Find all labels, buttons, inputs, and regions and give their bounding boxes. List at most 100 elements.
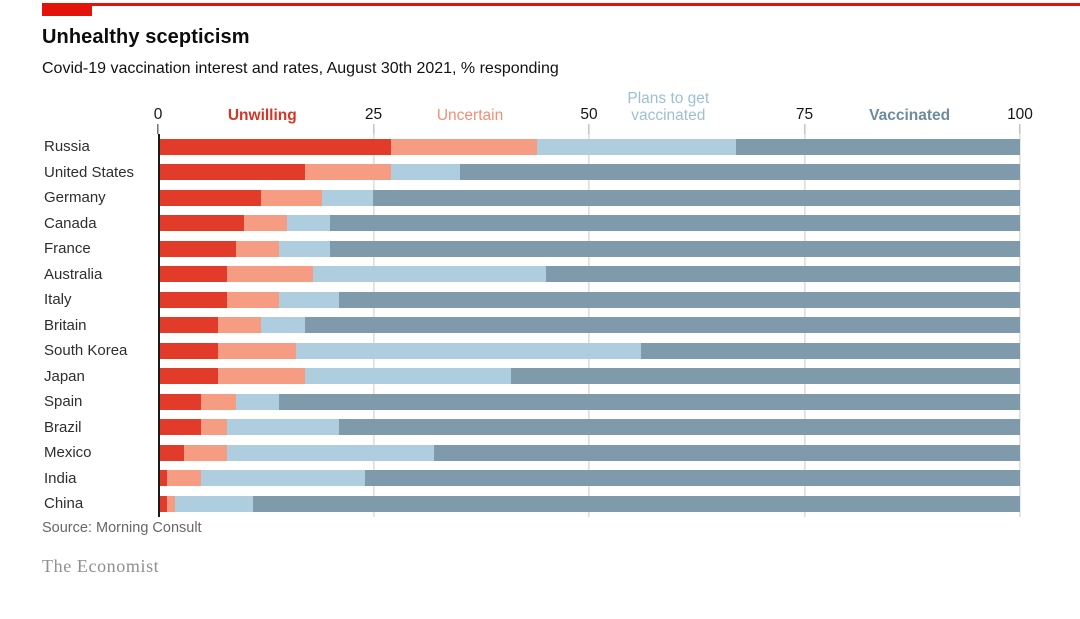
bar-segment-plans-to-get-vaccinated xyxy=(295,342,641,359)
chart-row-united-states: United States xyxy=(0,160,1020,186)
country-label: Britain xyxy=(44,316,87,334)
chart-row-italy: Italy xyxy=(0,287,1020,313)
chart-row-russia: Russia xyxy=(0,134,1020,160)
source-note: Source: Morning Consult xyxy=(42,520,202,536)
y-axis-line xyxy=(158,134,160,517)
axis-ticks xyxy=(157,124,1021,134)
country-label: South Korea xyxy=(44,342,128,360)
country-label: Germany xyxy=(44,189,106,207)
bar-segment-unwilling xyxy=(158,393,202,410)
bar-segment-uncertain xyxy=(201,419,227,436)
bar-segment-vaccinated xyxy=(735,138,1020,155)
tick-mark-75 xyxy=(803,124,806,134)
bar-segment-plans-to-get-vaccinated xyxy=(261,317,305,334)
chart-row-britain: Britain xyxy=(0,313,1020,339)
page-title: Unhealthy scepticism xyxy=(42,26,250,48)
bar-track xyxy=(158,419,1020,436)
bar-track xyxy=(158,368,1020,385)
top-red-rule xyxy=(42,3,1080,6)
plot-area: Russia United States Germany Canada France Au… xyxy=(0,134,1021,517)
bar-segment-plans-to-get-vaccinated xyxy=(278,291,339,308)
bar-track xyxy=(158,189,1020,206)
bar-segment-uncertain xyxy=(390,138,538,155)
chart-row-south-korea: South Korea xyxy=(0,338,1020,364)
chart-row-germany: Germany xyxy=(0,185,1020,211)
bar-segment-uncertain xyxy=(304,164,391,181)
tick-mark-100 xyxy=(1019,124,1021,134)
red-tag xyxy=(42,3,92,16)
chart-row-india: India xyxy=(0,466,1020,492)
chart-row-brazil: Brazil xyxy=(0,415,1020,441)
bar-segment-vaccinated xyxy=(459,164,1020,181)
axis-header: 0 25 50 75 100 Unwilling Uncertain Plans to get… xyxy=(154,86,1033,124)
bar-segment-vaccinated xyxy=(433,444,1020,461)
bar-segment-uncertain xyxy=(226,291,279,308)
country-label: Japan xyxy=(44,367,85,385)
bar-segment-unwilling xyxy=(158,470,167,487)
bar-track xyxy=(158,215,1020,232)
axis-tick-label-25: 25 xyxy=(364,106,383,123)
bar-track xyxy=(158,138,1020,155)
bar-segment-unwilling xyxy=(158,368,219,385)
bar-segment-uncertain xyxy=(166,495,176,512)
bar-segment-uncertain xyxy=(226,266,314,283)
chart-row-mexico: Mexico xyxy=(0,440,1020,466)
bar-segment-unwilling xyxy=(158,138,391,155)
bar-segment-vaccinated xyxy=(373,189,1020,206)
chart-row-japan: Japan xyxy=(0,364,1020,390)
country-label: United States xyxy=(44,163,135,181)
bar-segment-plans-to-get-vaccinated xyxy=(313,266,546,283)
chart-row-canada: Canada xyxy=(0,211,1020,237)
bar-segment-unwilling xyxy=(158,240,236,257)
chart-rows: Russia United States Germany Canada France Au… xyxy=(0,134,1020,517)
bar-track xyxy=(158,342,1020,359)
tick-mark-25 xyxy=(372,124,375,134)
bar-segment-vaccinated xyxy=(339,419,1020,436)
legend-plans-to-get-vaccinated: Plans to get vaccinated xyxy=(627,90,710,124)
axis-tick-label-50: 50 xyxy=(580,106,598,123)
bar-segment-unwilling xyxy=(158,495,167,512)
brand-rule xyxy=(42,3,1080,16)
bar-track xyxy=(158,495,1020,512)
axis-tick-label-100: 100 xyxy=(1007,106,1033,123)
country-label: India xyxy=(44,469,77,487)
bar-segment-uncertain xyxy=(244,215,288,232)
bar-segment-uncertain xyxy=(166,470,202,487)
bar-segment-plans-to-get-vaccinated xyxy=(235,393,279,410)
bar-segment-plans-to-get-vaccinated xyxy=(304,368,512,385)
bar-track xyxy=(158,393,1020,410)
axis-tick-label-0: 0 xyxy=(153,106,163,123)
bar-track xyxy=(158,317,1020,334)
legend-uncertain: Uncertain xyxy=(436,107,504,124)
country-label: Canada xyxy=(44,214,97,232)
bar-segment-uncertain xyxy=(201,393,236,410)
bar-segment-vaccinated xyxy=(278,393,1020,410)
chart-row-france: France xyxy=(0,236,1020,262)
country-label: Russia xyxy=(44,138,90,156)
bar-segment-vaccinated xyxy=(339,291,1020,308)
bar-track xyxy=(158,444,1020,461)
chart-subtitle: Covid-19 vaccination interest and rates,… xyxy=(42,60,559,77)
legend-unwilling: Unwilling xyxy=(227,107,297,124)
bar-segment-vaccinated xyxy=(252,495,1020,512)
bar-segment-unwilling xyxy=(158,419,202,436)
country-label: Italy xyxy=(44,291,72,309)
bar-segment-vaccinated xyxy=(545,266,1020,283)
bar-segment-vaccinated xyxy=(304,317,1020,334)
chart-row-spain: Spain xyxy=(0,389,1020,415)
bar-segment-vaccinated xyxy=(511,368,1020,385)
bar-segment-vaccinated xyxy=(330,215,1020,232)
bar-segment-plans-to-get-vaccinated xyxy=(390,164,460,181)
bar-track xyxy=(158,240,1020,257)
bar-segment-plans-to-get-vaccinated xyxy=(321,189,374,206)
bar-segment-plans-to-get-vaccinated xyxy=(537,138,736,155)
bar-segment-unwilling xyxy=(158,291,227,308)
gridline-100 xyxy=(1019,134,1021,517)
bar-segment-plans-to-get-vaccinated xyxy=(201,470,365,487)
country-label: France xyxy=(44,240,91,258)
bar-segment-uncertain xyxy=(218,317,262,334)
country-label: Spain xyxy=(44,393,83,411)
bar-segment-plans-to-get-vaccinated xyxy=(226,419,339,436)
bar-track xyxy=(158,470,1020,487)
